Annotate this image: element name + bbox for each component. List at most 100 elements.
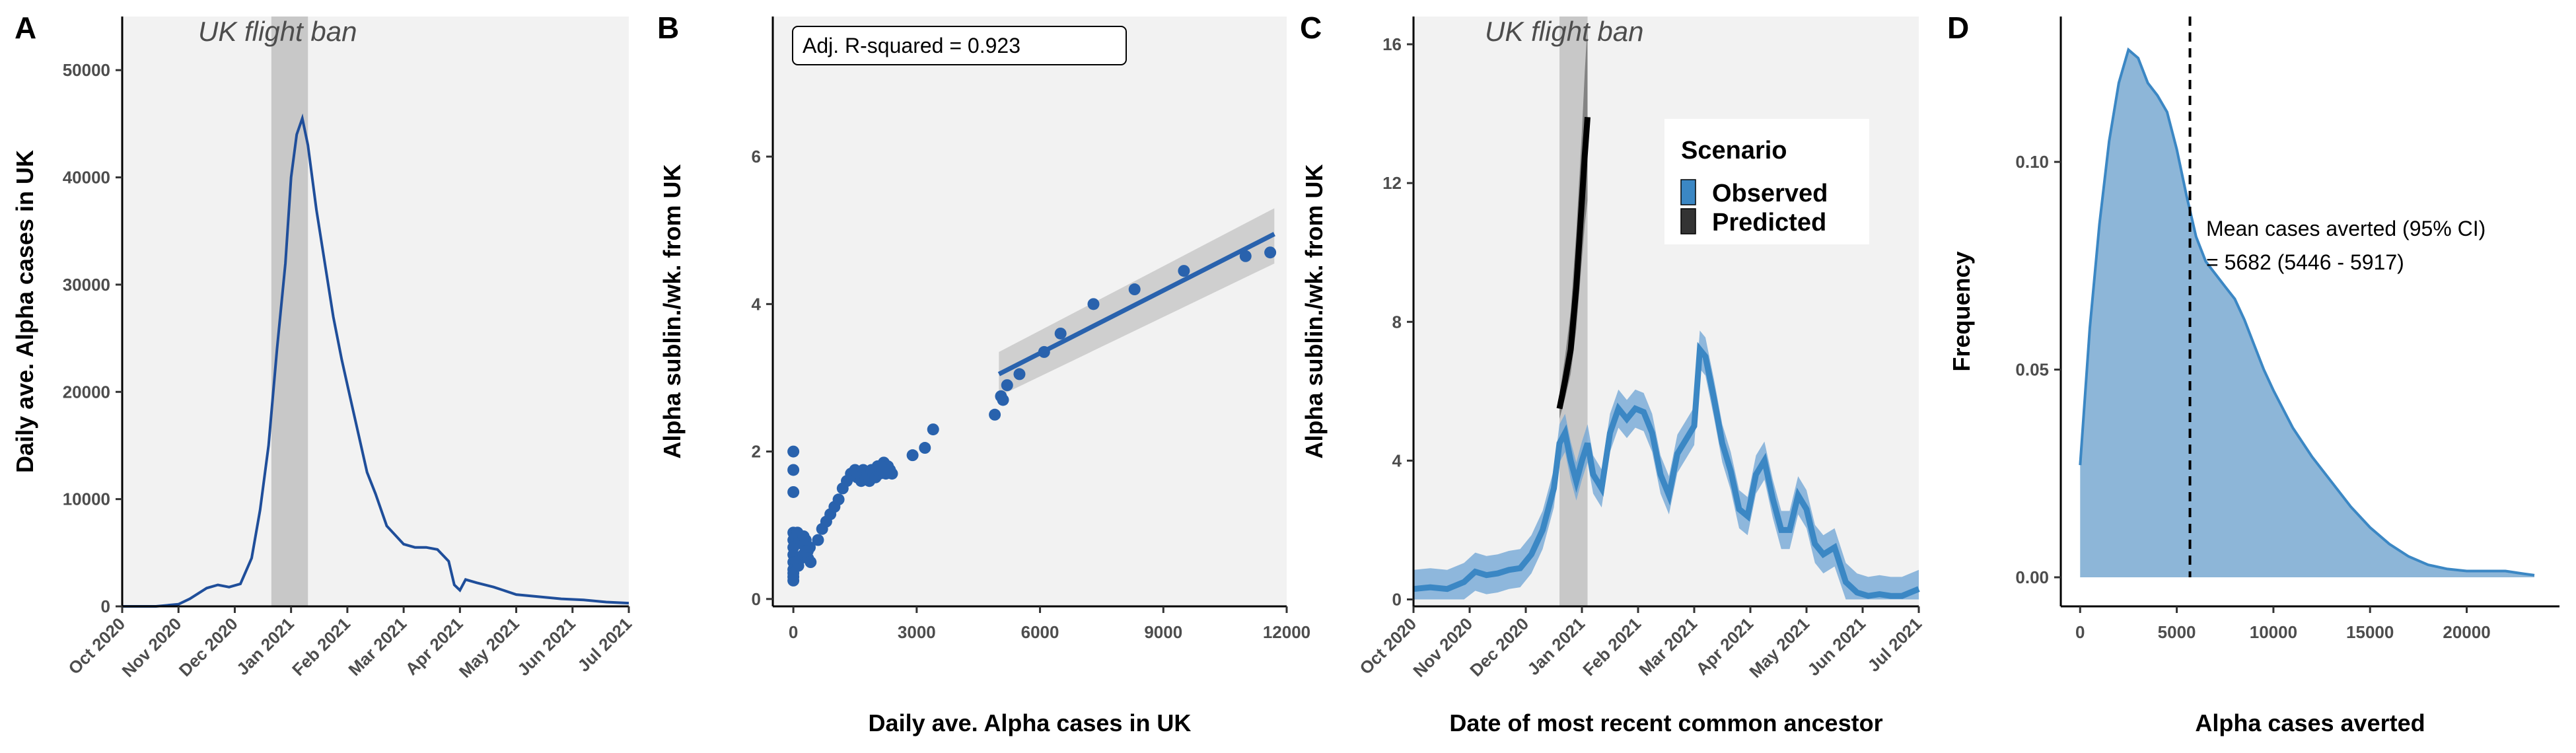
- panel-letter-d: D: [1947, 11, 1969, 45]
- panel-d-x-tick-label: 15000: [2346, 622, 2394, 642]
- panel-b-point: [832, 493, 845, 506]
- panel-d-density-area: [2080, 50, 2534, 577]
- panel-c-y-tick-label: 4: [1392, 450, 1402, 470]
- panel-a-x-tick-label: Jun 2021: [513, 614, 579, 680]
- panel-b-y-axis-title: Alpha sublin./wk. from UK: [659, 164, 686, 458]
- panel-b-point: [886, 468, 898, 480]
- legend-swatch-predicted: [1680, 208, 1696, 234]
- panel-a-y-tick-label: 40000: [63, 168, 110, 188]
- panel-b-point: [787, 485, 800, 498]
- panel-b-regression-line: [997, 232, 1275, 377]
- panel-d-x-tick-label: 5000: [2158, 622, 2196, 642]
- panel-b-point: [1178, 265, 1190, 277]
- panel-d-y-axis-title: Frequency: [1948, 251, 1975, 371]
- panel-a-y-tick-label: 20000: [63, 382, 110, 402]
- panel-a-series-line: [122, 113, 629, 608]
- panel-d-y-tick-label: 0.05: [2015, 360, 2049, 380]
- panel-a-flight-ban-shade: [271, 17, 308, 606]
- panel-c-x-tick-label: Mar 2021: [1635, 614, 1701, 680]
- panel-a-y-axis-title: Daily ave. Alpha cases in UK: [11, 150, 38, 473]
- panel-a-y-tick-label: 0: [101, 596, 110, 616]
- legend-title: Scenario: [1681, 137, 1787, 164]
- panel-a-x-tick-label: Feb 2021: [288, 614, 354, 680]
- panel-c-x-tick-label: Jan 2021: [1523, 614, 1589, 679]
- panel-b-point: [1239, 250, 1252, 262]
- panel-c-x-tick-label: Dec 2020: [1466, 614, 1532, 680]
- legend-swatch-observed: [1680, 179, 1696, 205]
- panel-b-y-tick-label: 0: [752, 589, 761, 609]
- panel-letter-c: C: [1300, 11, 1322, 45]
- panel-letter-a: A: [15, 11, 36, 45]
- panel-c-x-tick-label: May 2021: [1745, 614, 1813, 682]
- legend-label-observed: Observed: [1712, 180, 1828, 207]
- panel-c-y-axis-title: Alpha sublin./wk. from UK: [1301, 164, 1328, 458]
- panel-a-x-tick-label: Jan 2021: [233, 614, 298, 679]
- panel-b-r-squared-box: [792, 26, 1127, 65]
- panel-d-density-line: [2079, 47, 2535, 577]
- panel-d-x-tick-label: 20000: [2443, 622, 2490, 642]
- panel-b-point: [1128, 283, 1141, 296]
- panel-b: B 0 2 4 6 0 3000 6000 9000 12000 Adj. R-squared …: [657, 11, 1310, 736]
- panel-b-point: [1087, 298, 1100, 310]
- panel-b-point: [805, 556, 817, 569]
- panel-b-point: [1054, 327, 1067, 340]
- panel-letter-b: B: [657, 11, 679, 45]
- panel-b-x-tick-label: 12000: [1263, 622, 1310, 642]
- legend-box: [1664, 119, 1869, 244]
- panel-b-x-tick-label: 9000: [1144, 622, 1182, 642]
- panel-b-point: [1013, 368, 1026, 380]
- panel-a-flight-ban-label: UK flight ban: [198, 16, 357, 47]
- panel-b-y-tick-label: 4: [752, 294, 762, 314]
- panel-b-point: [787, 445, 800, 458]
- panel-c-background: [1413, 17, 1919, 606]
- panel-b-y-tick-label: 2: [752, 442, 761, 462]
- panel-b-r-squared-label: Adj. R-squared = 0.923: [803, 34, 1020, 57]
- panel-a-x-tick-label: Mar 2021: [344, 614, 410, 680]
- panel-b-point: [1264, 246, 1277, 259]
- panel-d-x-tick-label: 10000: [2250, 622, 2297, 642]
- panel-c-y-tick-label: 12: [1382, 173, 1402, 193]
- panel-b-point: [1001, 379, 1013, 392]
- panel-d-x-tick-label: 0: [2075, 622, 2085, 642]
- panel-a-y-tick-label: 10000: [63, 489, 110, 509]
- panel-a-x-tick-label: Dec 2020: [175, 614, 242, 680]
- legend-label-predicted: Predicted: [1712, 209, 1826, 236]
- panel-d-y-tick-label: 0.10: [2015, 152, 2049, 172]
- panel-b-point: [919, 442, 931, 454]
- panel-a-background: [122, 17, 629, 606]
- panel-c-flight-ban-label: UK flight ban: [1485, 16, 1643, 47]
- panel-b-background: [773, 17, 1287, 606]
- panel-c-observed-line: [1413, 341, 1920, 599]
- panel-b-point: [997, 394, 1009, 406]
- panel-a-x-tick-label: May 2021: [455, 614, 523, 682]
- panel-d-mean-annotation-line2: = 5682 (5446 - 5917): [2206, 250, 2404, 274]
- panel-b-x-tick-label: 3000: [898, 622, 936, 642]
- panel-a-y-tick-label: 50000: [63, 60, 110, 80]
- panel-a-x-tick-label: Nov 2020: [118, 614, 186, 681]
- panel-d-y-tick-label: 0.00: [2015, 567, 2049, 587]
- panel-c-y-tick-label: 16: [1382, 34, 1402, 54]
- panel-d: D 0.00 0.05 0.10 0 5000 10000 15000 20000 Mean …: [1947, 11, 2559, 736]
- panel-c-x-tick-label: Nov 2020: [1409, 614, 1476, 681]
- panel-b-point: [787, 464, 800, 476]
- panel-a-y-tick-label: 30000: [63, 275, 110, 295]
- panel-c-x-tick-label: Jul 2021: [1863, 614, 1925, 676]
- panel-b-x-tick-label: 0: [789, 622, 798, 642]
- panel-c-x-tick-label: Jun 2021: [1803, 614, 1869, 680]
- panel-b-x-tick-label: 6000: [1021, 622, 1059, 642]
- panel-b-x-axis-title: Daily ave. Alpha cases in UK: [869, 709, 1192, 736]
- panel-c-x-tick-label: Feb 2021: [1579, 614, 1645, 680]
- panel-b-y-tick-label: 6: [752, 147, 761, 166]
- panel-b-point: [989, 408, 1001, 421]
- panel-b-point: [927, 423, 939, 436]
- panel-c-y-tick-label: 0: [1392, 589, 1402, 609]
- panel-c-x-axis-title: Date of most recent common ancestor: [1449, 709, 1882, 736]
- panel-d-x-axis-title: Alpha cases averted: [2195, 709, 2425, 736]
- panel-a-x-tick-label: Jul 2021: [573, 614, 635, 676]
- panel-b-point: [906, 449, 919, 462]
- panel-b-point: [787, 574, 800, 587]
- panel-d-mean-annotation-line1: Mean cases averted (95% CI): [2206, 217, 2486, 240]
